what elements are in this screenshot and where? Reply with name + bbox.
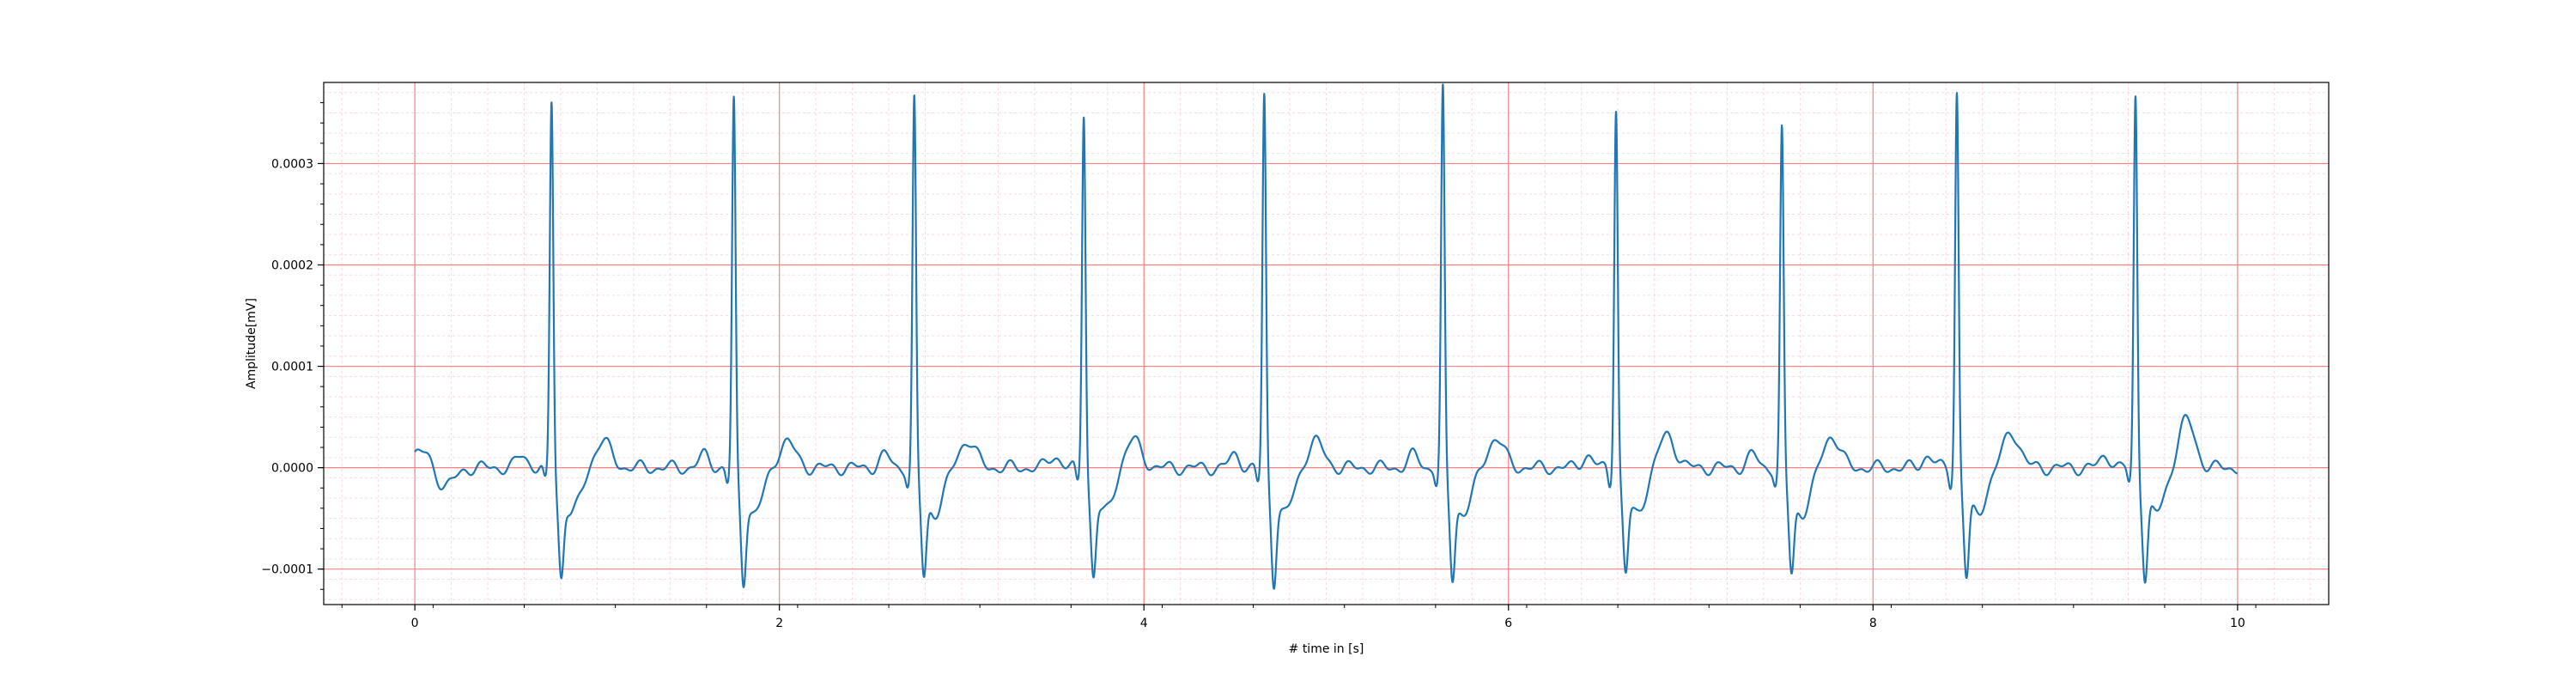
y-tick-label: −0.0001 <box>261 563 313 577</box>
ecg-signal-line <box>414 83 2239 590</box>
x-tick-label: 6 <box>1504 617 1512 630</box>
y-tick-label: 0.0000 <box>271 462 313 476</box>
y-tick-label: 0.0002 <box>271 259 313 273</box>
x-tick-label: 4 <box>1140 617 1148 630</box>
x-tick-label: 2 <box>775 617 783 630</box>
series-layer <box>414 83 2239 590</box>
major-grid <box>324 82 2329 605</box>
y-axis-ticks: −0.0001 0.0000 0.0001 0.0002 0.0003 <box>261 102 324 590</box>
y-axis-label: Amplitude[mV] <box>245 298 258 389</box>
x-tick-label: 0 <box>411 617 419 630</box>
y-tick-label: 0.0001 <box>271 361 313 374</box>
y-tick-label: 0.0003 <box>271 157 313 171</box>
x-tick-label: 10 <box>2230 617 2245 630</box>
x-axis-label: # time in [s] <box>1289 642 1364 656</box>
plot-frame <box>323 82 2330 605</box>
x-axis-ticks: 0 2 4 6 8 10 <box>341 605 2257 630</box>
x-tick-label: 8 <box>1869 617 1877 630</box>
